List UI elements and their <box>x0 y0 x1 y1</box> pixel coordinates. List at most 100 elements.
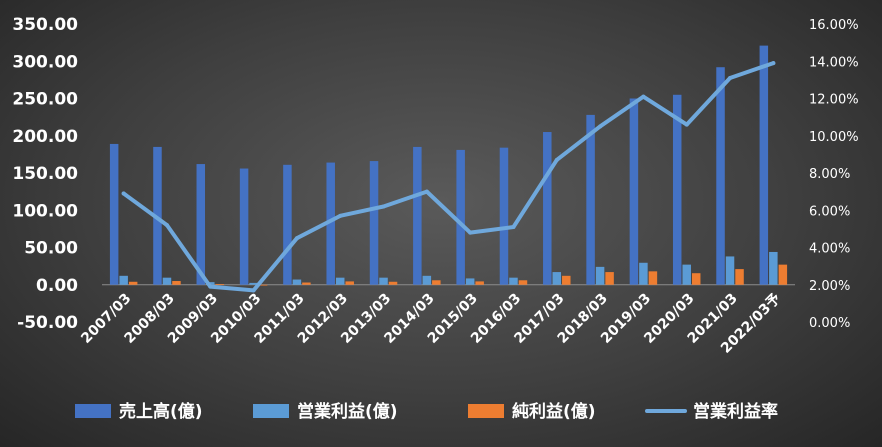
line-point-4 <box>294 236 299 241</box>
bar-sales-11 <box>586 114 595 285</box>
bar-sales-6 <box>369 161 379 285</box>
bar-sales-7 <box>413 146 422 285</box>
line-point-15 <box>771 61 776 66</box>
line-point-9 <box>511 225 516 230</box>
left-tick-label: 50.00 <box>24 239 78 259</box>
bar-operating-profit-13 <box>682 264 691 285</box>
bar-sales-12 <box>629 98 639 285</box>
bar-net-profit-7 <box>432 280 441 285</box>
bar-net-profit-11 <box>605 272 614 285</box>
left-tick-label: 150.00 <box>12 164 78 184</box>
left-tick-label: 300.00 <box>12 52 78 72</box>
right-tick-label: 8.00% <box>809 167 850 182</box>
bar-sales-15 <box>759 45 769 285</box>
bar-sales-5 <box>326 162 335 285</box>
line-point-7 <box>424 189 429 194</box>
line-point-2 <box>208 284 213 289</box>
bar-operating-profit-7 <box>422 275 432 285</box>
bar-sales-3 <box>239 168 249 285</box>
bar-net-profit-1 <box>172 281 181 285</box>
line-point-14 <box>728 76 733 81</box>
bar-operating-profit-15 <box>769 251 778 285</box>
bar-operating-profit-1 <box>162 277 172 285</box>
bar-operating-profit-5 <box>335 277 345 285</box>
bar-sales-2 <box>196 164 206 285</box>
bar-operating-profit-11 <box>595 266 605 285</box>
bar-operating-profit-14 <box>725 256 735 285</box>
bar-sales-13 <box>672 94 682 285</box>
right-tick-label: 14.00% <box>809 55 859 70</box>
bar-operating-profit-10 <box>552 272 562 285</box>
bar-net-profit-0 <box>128 281 138 285</box>
line-point-3 <box>251 288 256 293</box>
legend-swatch <box>75 404 111 418</box>
legend-label: 純利益(億) <box>512 401 596 422</box>
line-point-12 <box>641 94 646 99</box>
x-axis: 2007/032008/032009/032010/032011/032012/… <box>78 291 784 357</box>
bar-sales-9 <box>499 147 509 285</box>
left-tick-label: 100.00 <box>12 201 78 221</box>
legend-swatch <box>468 404 504 418</box>
bar-operating-profit-0 <box>119 275 128 285</box>
legend-item-operating-margin: 営業利益率 <box>645 401 778 422</box>
bar-net-profit-3 <box>258 284 268 286</box>
bar-operating-profit-3 <box>249 282 258 285</box>
legend-item-operating-profit: 営業利益(億) <box>253 401 398 422</box>
left-tick-label: 0.00 <box>36 276 78 296</box>
bar-operating-profit-9 <box>509 277 518 285</box>
bar-sales-8 <box>456 149 465 285</box>
bars-layer <box>102 45 795 286</box>
bar-sales-4 <box>283 164 292 285</box>
left-tick-label: 350.00 <box>12 15 78 35</box>
bar-operating-profit-8 <box>465 278 475 285</box>
left-axis: 350.00 300.00 250.00 200.00 150.00 100.00 50.0… <box>12 15 78 333</box>
legend-label: 営業利益(億) <box>297 401 398 422</box>
bar-net-profit-10 <box>562 275 571 285</box>
line-point-6 <box>381 204 386 209</box>
line-point-11 <box>598 124 603 129</box>
right-tick-label: 16.00% <box>809 18 859 33</box>
line-layer <box>121 61 776 293</box>
bar-sales-14 <box>716 67 725 285</box>
right-tick-label: 2.00% <box>809 279 850 294</box>
legend: 売上高(億) 営業利益(億) 純利益(億) 営業利益率 <box>75 401 778 422</box>
right-tick-label: 10.00% <box>809 130 859 145</box>
line-point-8 <box>468 230 473 235</box>
right-tick-label: 4.00% <box>809 242 850 257</box>
right-tick-label: 12.00% <box>809 93 859 108</box>
bar-operating-profit-4 <box>292 279 302 285</box>
legend-label: 営業利益率 <box>693 401 778 422</box>
bar-net-profit-14 <box>735 269 744 285</box>
line-point-10 <box>554 157 559 162</box>
bar-net-profit-2 <box>215 284 225 285</box>
line-operating-margin <box>121 61 776 293</box>
left-tick-label: 200.00 <box>12 127 78 147</box>
line-point-5 <box>338 213 343 218</box>
bar-sales-0 <box>109 143 119 285</box>
bar-net-profit-12 <box>648 271 658 285</box>
left-tick-label: 250.00 <box>12 90 78 110</box>
right-axis: 16.00% 14.00% 12.00% 10.00% 8.00% 6.00% 4.00% 2… <box>809 18 859 331</box>
bar-net-profit-15 <box>778 264 788 285</box>
bar-net-profit-5 <box>345 281 354 285</box>
bar-operating-profit-12 <box>639 262 648 285</box>
line-point-0 <box>121 191 126 196</box>
bar-net-profit-6 <box>388 281 398 285</box>
left-tick-label: -50.00 <box>17 313 78 333</box>
bar-net-profit-4 <box>302 282 311 285</box>
bar-sales-10 <box>543 132 552 285</box>
line-point-13 <box>684 122 689 127</box>
legend-item-net-profit: 純利益(億) <box>468 401 596 422</box>
bar-net-profit-9 <box>518 280 528 285</box>
bar-net-profit-13 <box>691 273 701 285</box>
legend-label: 売上高(億) <box>119 401 203 422</box>
bar-operating-profit-6 <box>379 277 388 285</box>
legend-swatch <box>253 404 289 418</box>
legend-item-sales: 売上高(億) <box>75 401 203 422</box>
right-tick-label: 6.00% <box>809 204 850 219</box>
line-point-1 <box>164 223 169 228</box>
right-tick-label: 0.00% <box>809 316 850 331</box>
bar-net-profit-8 <box>475 281 484 285</box>
